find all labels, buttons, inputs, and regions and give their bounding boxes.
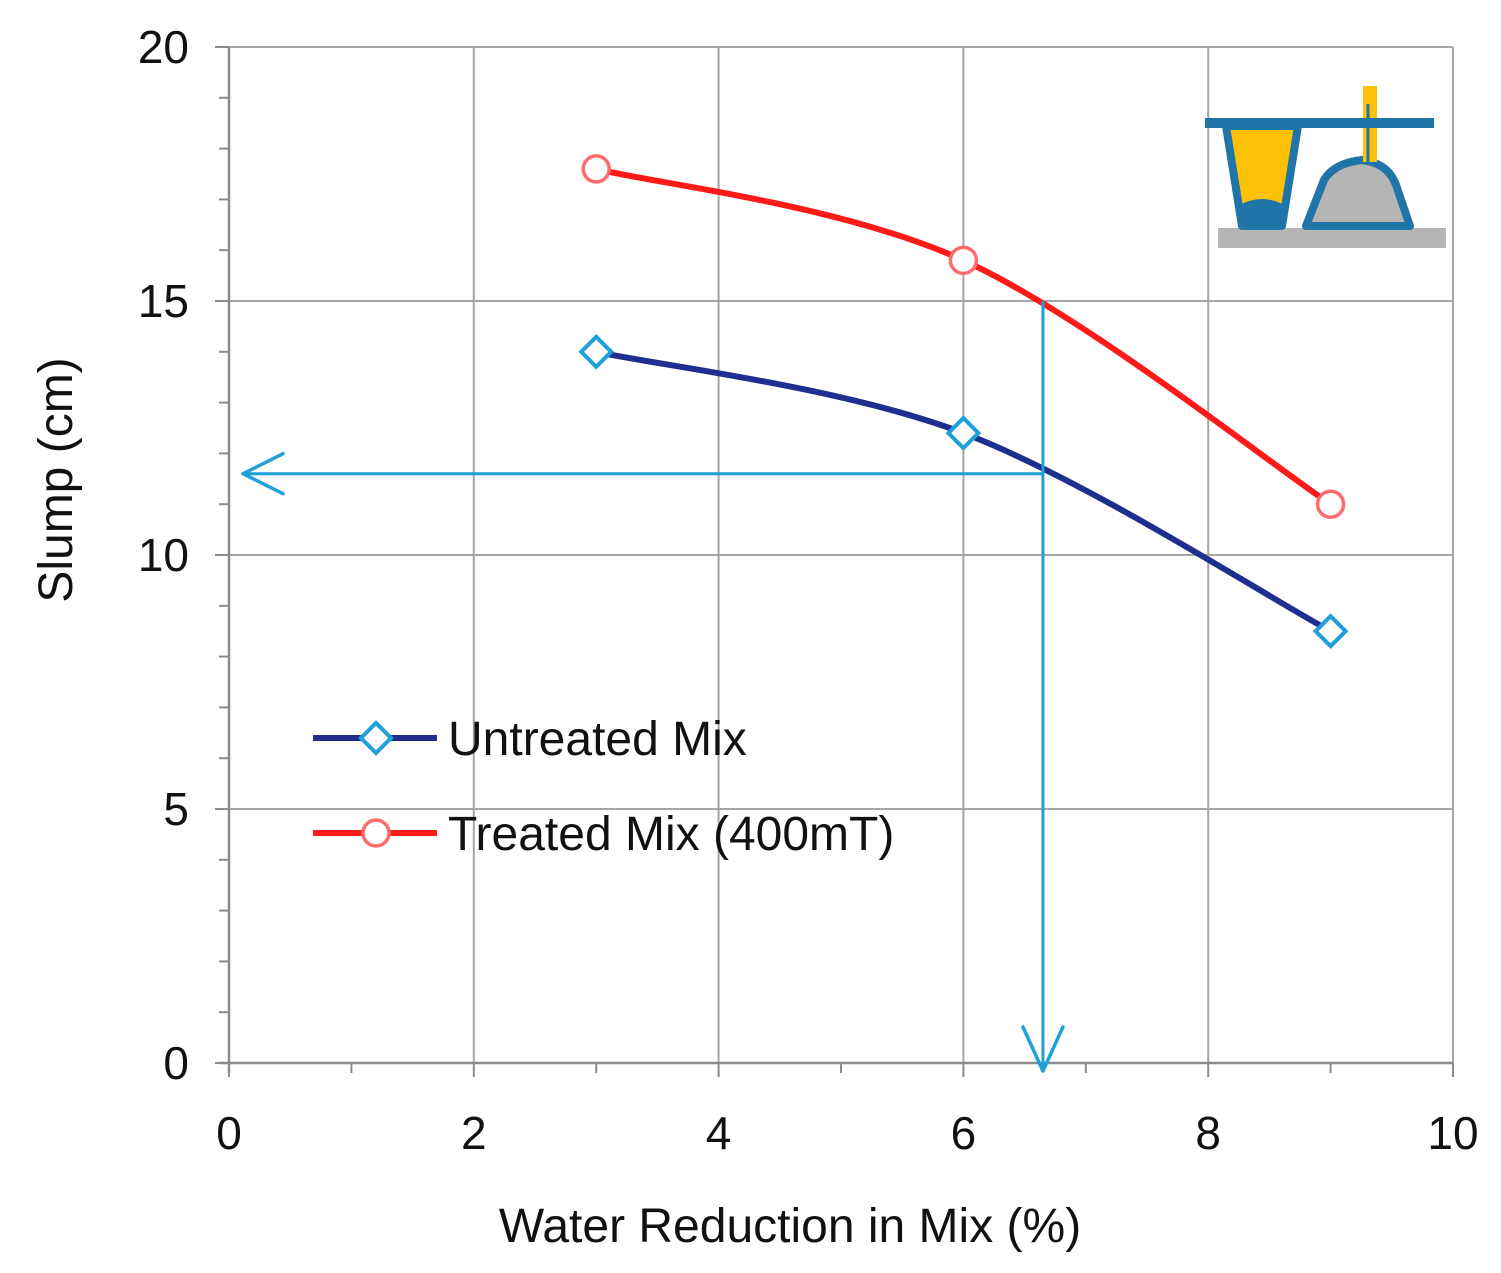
x-tick-label: 2	[461, 1107, 487, 1159]
x-tick-label: 8	[1195, 1107, 1221, 1159]
horizontal-arrowhead	[241, 451, 285, 496]
series-layer	[578, 154, 1349, 650]
legend-treated-label: Treated Mix (400mT)	[448, 808, 894, 861]
axes	[215, 46, 1454, 1077]
y-tick-label: 10	[138, 529, 189, 581]
y-tick-label: 0	[163, 1037, 189, 1089]
legend-treated-marker	[361, 818, 391, 848]
x-axis-title: Water Reduction in Mix (%)	[499, 1200, 1081, 1253]
vertical-arrowhead	[1021, 1025, 1065, 1073]
series-treated	[581, 154, 1346, 519]
x-tick-label: 4	[706, 1107, 732, 1159]
data-point-circle	[948, 245, 979, 276]
x-tick-label: 0	[216, 1107, 242, 1159]
data-point-diamond	[578, 333, 615, 370]
y-axis-title: Slump (cm)	[30, 357, 83, 602]
reference-arrows	[241, 301, 1065, 1073]
data-point-diamond	[1312, 613, 1349, 650]
x-tick-label: 6	[951, 1107, 977, 1159]
y-tick-label: 15	[138, 275, 189, 327]
x-tick-label: 10	[1427, 1107, 1478, 1159]
data-point-circle	[1315, 489, 1346, 519]
data-point-diamond	[945, 415, 982, 451]
tick-labels: 0 5 10 15 20 0 2 4 6 8 10	[138, 21, 1479, 1159]
legend-untreated-marker	[358, 720, 394, 756]
slump-test-cone-icon	[1205, 86, 1446, 248]
series-untreated	[578, 333, 1349, 650]
y-tick-label: 5	[163, 783, 189, 835]
legend-untreated-label: Untreated Mix	[448, 713, 747, 766]
y-tick-label: 20	[138, 21, 189, 73]
data-point-circle	[581, 154, 611, 184]
grid-lines	[229, 46, 1454, 1063]
legend: Untreated Mix Treated Mix (400mT)	[313, 713, 894, 861]
